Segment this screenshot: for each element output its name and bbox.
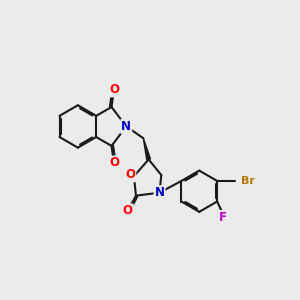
Text: F: F (219, 211, 227, 224)
Text: O: O (125, 168, 135, 181)
Text: O: O (109, 157, 119, 169)
Text: N: N (154, 186, 164, 199)
Polygon shape (143, 138, 151, 160)
Text: O: O (109, 83, 119, 96)
Text: Br: Br (241, 176, 255, 186)
Text: N: N (121, 120, 131, 133)
Text: O: O (123, 205, 133, 218)
